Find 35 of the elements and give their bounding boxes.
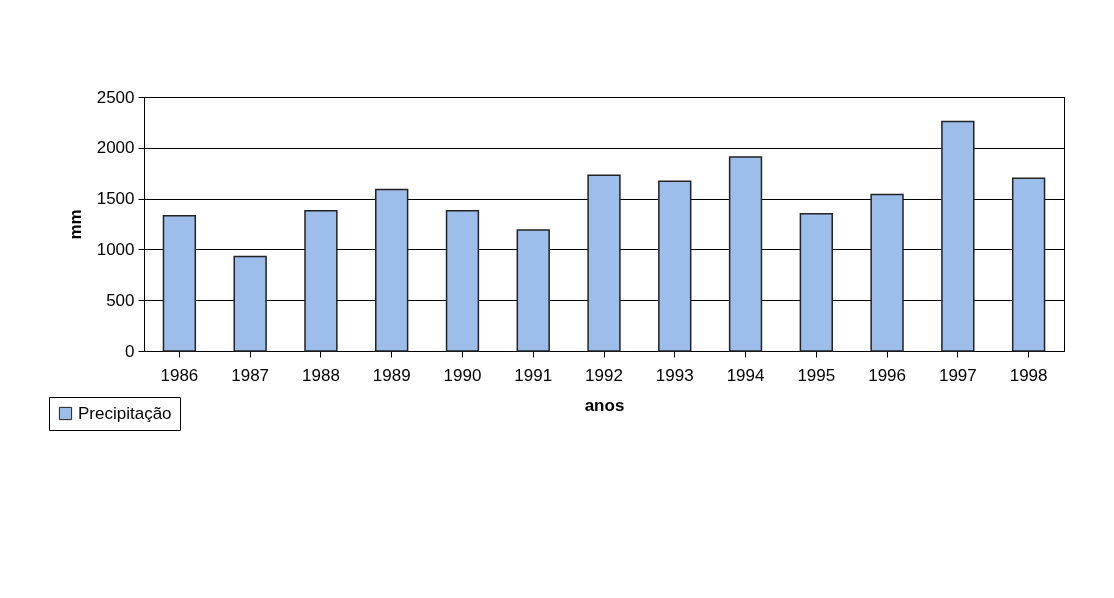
- x-tick-label: 1994: [726, 365, 765, 385]
- y-tick-label: 2500: [96, 87, 135, 107]
- y-axis-title: mm: [65, 209, 85, 240]
- bar: [799, 213, 833, 352]
- x-tick-label: 1998: [1009, 365, 1048, 385]
- bar: [162, 215, 197, 352]
- bar: [304, 210, 338, 352]
- x-tick-label: 1997: [938, 365, 977, 385]
- bar: [1011, 177, 1046, 352]
- bar: [233, 255, 267, 352]
- bar: [728, 156, 763, 352]
- x-tick-label: 1988: [302, 365, 340, 385]
- y-tick-label: 1000: [96, 239, 135, 259]
- x-tick-label: 1989: [372, 365, 411, 385]
- x-tick-label: 1986: [160, 365, 199, 385]
- x-tick-label: 1991: [514, 365, 553, 385]
- x-tick-label: 1990: [443, 365, 482, 385]
- bar: [870, 193, 904, 352]
- bar: [445, 210, 480, 352]
- x-tick-label: 1992: [585, 365, 623, 385]
- x-axis-title: anos: [584, 395, 625, 415]
- x-tick-label: 1987: [231, 365, 270, 385]
- bar: [587, 174, 621, 352]
- bar: [516, 229, 550, 352]
- x-tick-label: 1996: [868, 365, 906, 385]
- y-tick-label: 1500: [96, 189, 135, 209]
- bar: [941, 120, 975, 352]
- legend-label: Precipitação: [78, 403, 172, 423]
- x-tick-label: 1995: [797, 365, 836, 385]
- x-tick-label: 1993: [655, 365, 694, 385]
- y-tick-label: 2000: [96, 138, 135, 158]
- bar: [375, 188, 409, 352]
- y-tick-label: 500: [106, 290, 135, 310]
- bar: [658, 180, 692, 352]
- y-tick-label: 0: [125, 341, 135, 361]
